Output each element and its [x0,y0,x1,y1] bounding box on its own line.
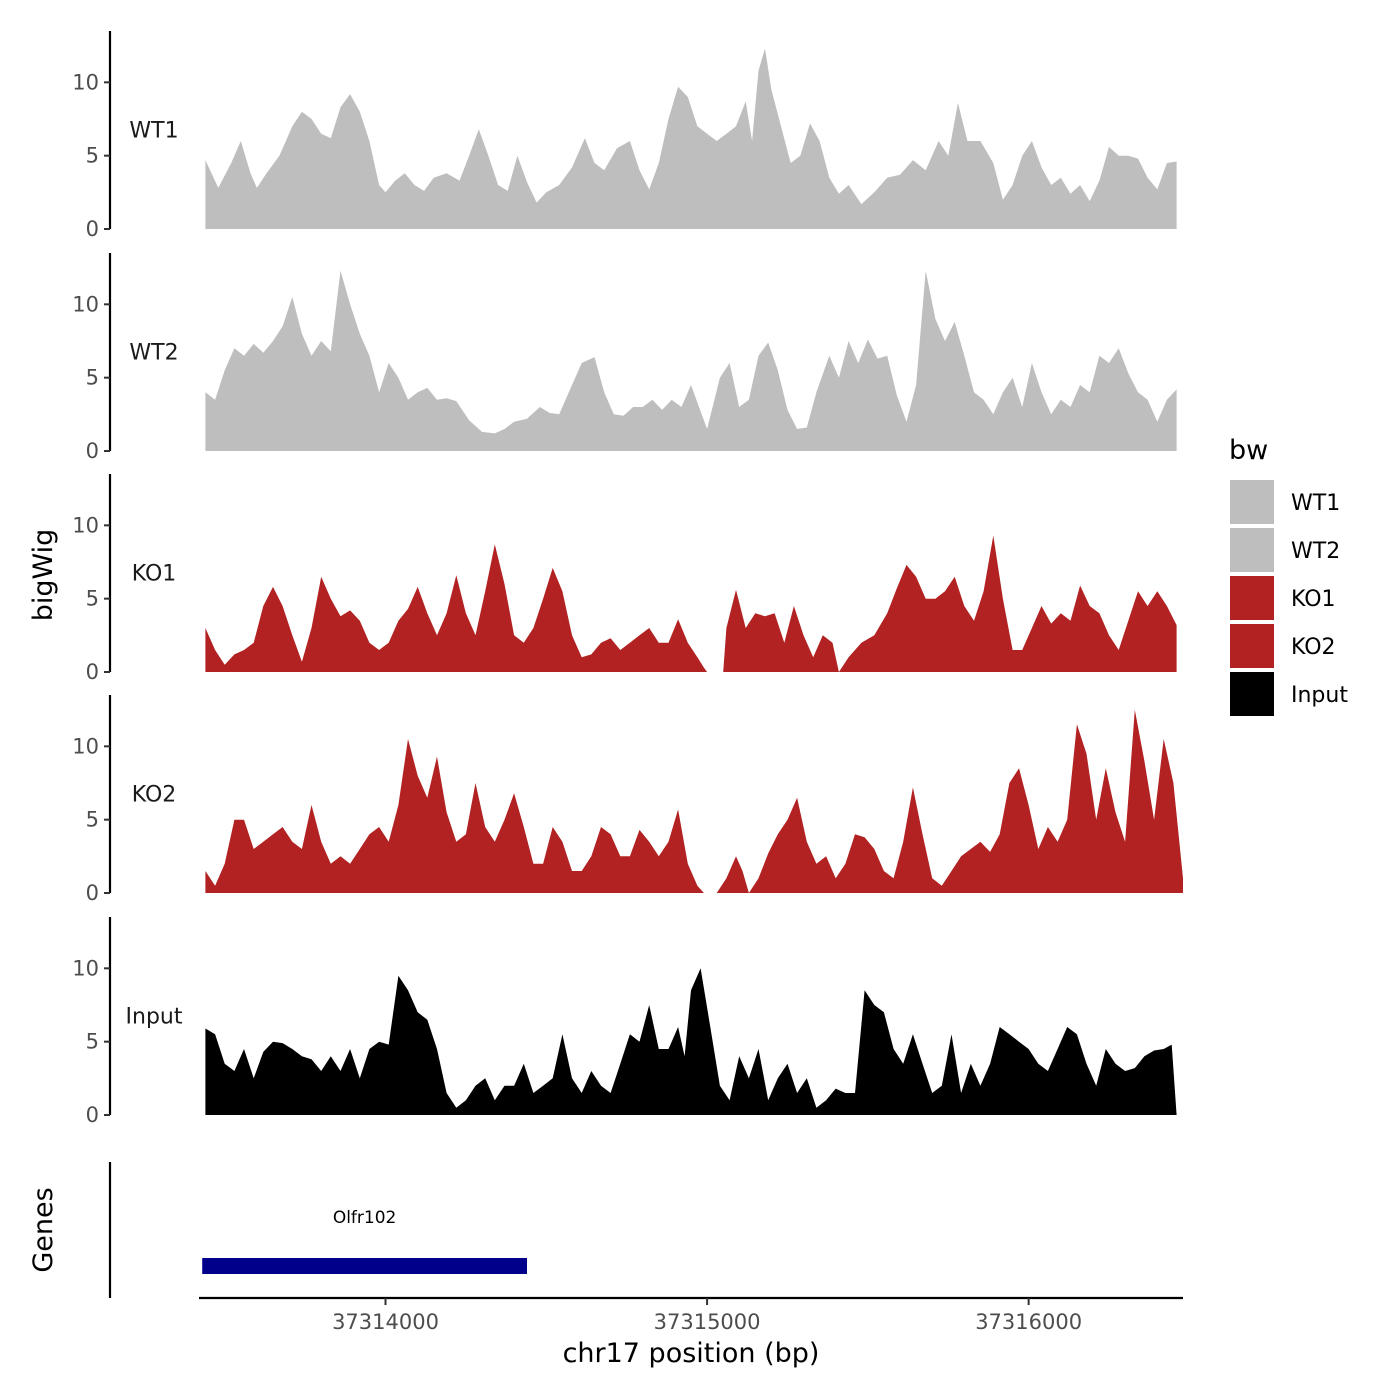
y-tick-label: 0 [86,439,99,463]
legend-title: bw [1229,435,1268,466]
y-tick-label: 0 [86,217,99,241]
legend-key-ko2 [1230,624,1274,668]
gene-bar-olfr102 [202,1258,527,1274]
genes-axis-label: Genes [28,1187,59,1272]
y-tick-label: 5 [86,1030,99,1054]
track-wt1: 0 5 10 WT1 [72,31,1177,241]
y-tick-label: 10 [72,70,99,94]
y-axis-title: bigWig [28,529,59,622]
legend-label: WT2 [1291,539,1340,564]
x-axis-title: chr17 position (bp) [563,1338,820,1369]
legend-key-wt1 [1230,480,1274,524]
signal-tracks: 0 5 10 WT1 0 5 10 WT2 0 5 10 KO1 0 5 10 KO2 0 5 10 Input [72,31,1183,1127]
track-input: 0 5 10 Input [72,917,1177,1127]
y-tick-label: 5 [86,587,99,611]
x-axis: 37314000 37315000 37316000 chr17 position … [199,1296,1183,1369]
y-tick-label: 10 [72,292,99,316]
legend-label: WT1 [1291,491,1340,516]
track-label: Input [126,1004,183,1029]
y-tick-label: 0 [86,881,99,905]
x-tick-label: 37314000 [332,1310,439,1334]
signal-area-ko2 [205,709,1183,893]
legend-label: Input [1291,683,1348,708]
legend-key-wt2 [1230,528,1274,572]
legend-label: KO2 [1291,635,1336,660]
genes-panel: Genes Olfr102 [28,1162,527,1298]
y-tick-label: 10 [72,734,99,758]
signal-area-wt1 [205,48,1177,229]
track-label: KO2 [132,782,177,807]
y-tick-label: 0 [86,660,99,684]
signal-area-wt2 [205,270,1177,451]
legend-key-ko1 [1230,576,1274,620]
y-tick-label: 5 [86,808,99,832]
x-tick-label: 37315000 [654,1310,761,1334]
y-tick-label: 5 [86,144,99,168]
legend-label: KO1 [1291,587,1336,612]
track-ko2: 0 5 10 KO2 [72,695,1183,905]
x-tick-label: 37316000 [975,1310,1082,1334]
gene-label: Olfr102 [333,1208,397,1228]
track-wt2: 0 5 10 WT2 [72,253,1177,463]
legend-key-input [1230,672,1274,716]
y-tick-label: 10 [72,956,99,980]
track-ko1: 0 5 10 KO1 [72,474,1177,684]
y-tick-label: 0 [86,1103,99,1127]
track-label: WT2 [129,340,178,365]
y-tick-label: 10 [72,513,99,537]
signal-area-input [205,968,1177,1115]
track-label: KO1 [132,561,177,586]
signal-area-ko1 [205,535,1177,672]
y-tick-label: 5 [86,366,99,390]
legend: bw WT1 WT2 KO1 KO2 Input [1229,435,1348,716]
track-label: WT1 [129,118,178,143]
